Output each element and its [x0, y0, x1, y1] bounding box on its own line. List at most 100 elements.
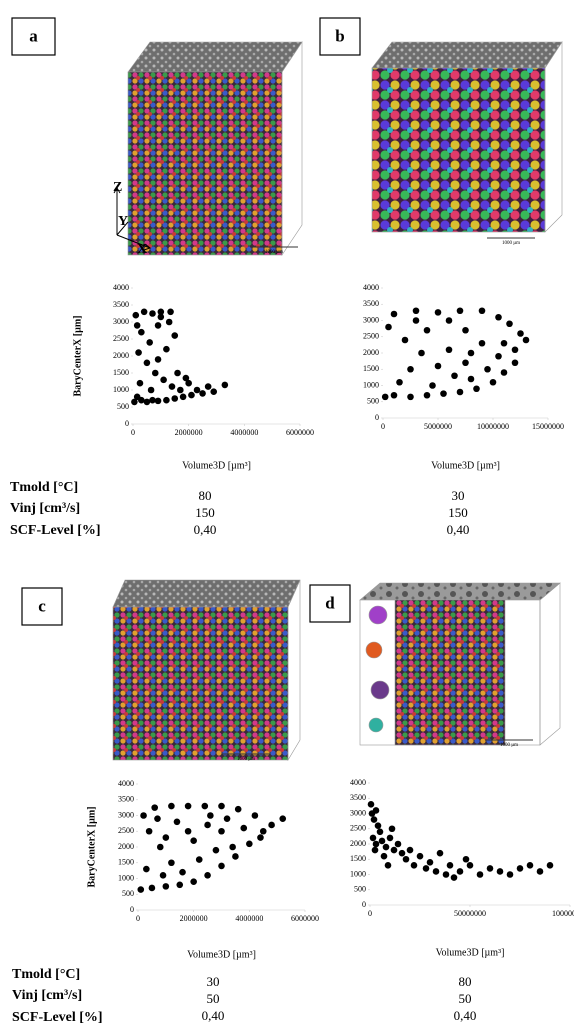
y-tick-label: 2500 [118, 826, 134, 835]
panel-label: d [325, 593, 335, 612]
point [476, 871, 484, 878]
point [146, 339, 153, 346]
point [381, 393, 389, 401]
point [149, 396, 156, 404]
point [151, 804, 158, 811]
y-tick-label: 1000 [350, 869, 366, 878]
y-tick-label: 500 [117, 402, 129, 411]
point [268, 821, 275, 829]
y-tick-label: 2000 [363, 348, 379, 357]
point [221, 381, 229, 389]
point [177, 386, 184, 394]
point [500, 339, 508, 347]
y-tick-label: 0 [130, 905, 134, 914]
point [148, 884, 156, 892]
point [157, 308, 165, 316]
parameter-name: Vinj [cm³/s] [12, 988, 82, 1003]
scale-bar-label: 1000 µm [237, 757, 255, 762]
x-axis-label: Volume3D [µm³] [431, 460, 500, 471]
axis-label-x: X [137, 242, 147, 257]
parameter-name: SCF-Level [%] [12, 1010, 103, 1025]
point [536, 868, 544, 875]
point [522, 336, 530, 344]
y-tick-label: 2000 [118, 842, 134, 851]
y-tick-label: 3000 [350, 808, 366, 817]
x-tick-label: 50000000 [454, 909, 486, 918]
parameter-value: 0,40 [454, 1008, 477, 1023]
panel-label: a [29, 26, 38, 45]
point [151, 369, 159, 377]
parameter-value: 0,40 [447, 522, 470, 537]
panel-label-box [11, 17, 56, 56]
point [394, 840, 402, 848]
point [484, 365, 491, 373]
point [159, 872, 167, 879]
rendering-a [127, 41, 303, 256]
point [506, 871, 514, 878]
point [496, 868, 504, 875]
y-axis-label: BaryCenterX [µm] [72, 315, 83, 396]
y-tick-label: 2000 [113, 351, 129, 360]
parameter-name: Tmold [°C] [10, 480, 78, 495]
y-tick-label: 3500 [363, 299, 379, 308]
panel-label: c [38, 596, 46, 615]
y-tick-label: 3500 [118, 795, 134, 804]
parameter-name: Tmold [°C] [12, 967, 80, 982]
y-tick-label: 4000 [113, 283, 129, 292]
point [466, 862, 474, 869]
point [163, 396, 170, 404]
point [372, 807, 380, 814]
point [147, 386, 155, 394]
point [204, 821, 211, 829]
point [451, 372, 458, 380]
point [398, 849, 406, 857]
point [407, 365, 414, 373]
point [132, 311, 140, 319]
point [473, 385, 480, 393]
point [171, 395, 179, 402]
x-tick-label: 100000000 [552, 909, 574, 918]
point [376, 828, 384, 836]
point [218, 862, 225, 870]
point [204, 383, 212, 390]
scale-bar-label: 1000 µm [265, 250, 283, 255]
point [257, 834, 264, 841]
y-tick-label: 3000 [118, 810, 134, 819]
parameter-value: 150 [448, 505, 468, 520]
point [423, 326, 431, 334]
point [168, 383, 176, 390]
y-tick-label: 2500 [350, 824, 366, 833]
rendering-c [112, 579, 301, 762]
point [489, 378, 497, 386]
point [143, 865, 150, 873]
point [446, 862, 454, 869]
point [440, 390, 447, 397]
point [511, 359, 519, 367]
y-axis-label: BaryCenterX [µm] [86, 806, 97, 887]
y-tick-label: 0 [375, 413, 379, 422]
panel-label: b [335, 26, 344, 45]
point [207, 812, 214, 819]
point [434, 362, 442, 370]
point [154, 322, 162, 329]
y-tick-label: 3000 [363, 315, 379, 324]
axis-triad [113, 187, 152, 251]
point [176, 881, 184, 889]
x-tick-label: 2000000 [175, 428, 203, 437]
y-tick-label: 500 [354, 885, 366, 894]
point [131, 398, 138, 406]
point [149, 310, 156, 317]
panel-label-box [319, 17, 361, 56]
point [168, 859, 175, 867]
point [385, 323, 392, 331]
point [135, 349, 142, 356]
parameter-value: 50 [207, 991, 220, 1006]
y-tick-label: 2500 [363, 332, 379, 341]
point [402, 855, 410, 863]
y-tick-label: 1500 [118, 858, 134, 867]
point [478, 339, 486, 347]
parameter-name: Vinj [cm³/s] [10, 501, 80, 516]
y-tick-label: 4000 [350, 778, 366, 787]
x-tick-label: 5000000 [424, 422, 452, 431]
